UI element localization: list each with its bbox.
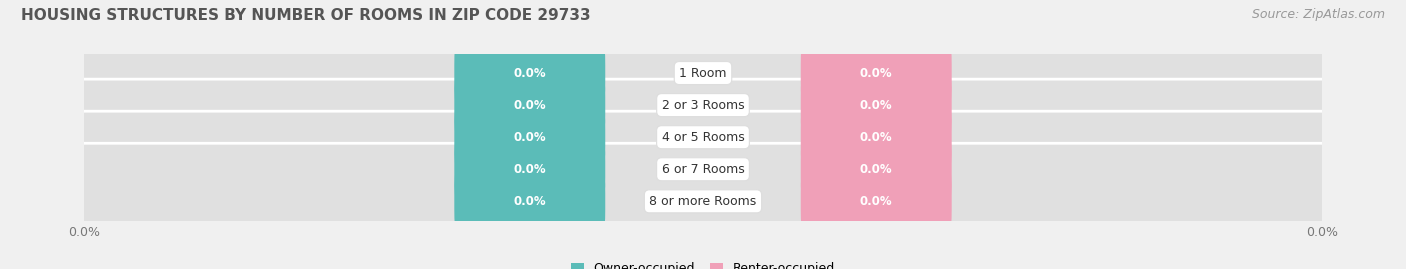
- FancyBboxPatch shape: [75, 15, 1331, 131]
- Text: 0.0%: 0.0%: [513, 99, 546, 112]
- Text: 6 or 7 Rooms: 6 or 7 Rooms: [662, 163, 744, 176]
- Text: 0.0%: 0.0%: [513, 66, 546, 80]
- FancyBboxPatch shape: [454, 155, 605, 248]
- Text: 0.0%: 0.0%: [860, 66, 893, 80]
- FancyBboxPatch shape: [801, 58, 952, 152]
- FancyBboxPatch shape: [75, 47, 1331, 163]
- Text: 0.0%: 0.0%: [513, 163, 546, 176]
- Text: 0.0%: 0.0%: [860, 195, 893, 208]
- Text: 0.0%: 0.0%: [860, 163, 893, 176]
- Text: 8 or more Rooms: 8 or more Rooms: [650, 195, 756, 208]
- FancyBboxPatch shape: [801, 123, 952, 216]
- FancyBboxPatch shape: [75, 143, 1331, 259]
- Text: 0.0%: 0.0%: [513, 195, 546, 208]
- Text: Source: ZipAtlas.com: Source: ZipAtlas.com: [1251, 8, 1385, 21]
- Text: 2 or 3 Rooms: 2 or 3 Rooms: [662, 99, 744, 112]
- FancyBboxPatch shape: [75, 111, 1331, 227]
- Text: 4 or 5 Rooms: 4 or 5 Rooms: [662, 131, 744, 144]
- FancyBboxPatch shape: [454, 26, 605, 120]
- FancyBboxPatch shape: [801, 26, 952, 120]
- FancyBboxPatch shape: [801, 155, 952, 248]
- Text: 1 Room: 1 Room: [679, 66, 727, 80]
- FancyBboxPatch shape: [75, 79, 1331, 195]
- FancyBboxPatch shape: [454, 58, 605, 152]
- FancyBboxPatch shape: [454, 91, 605, 184]
- Legend: Owner-occupied, Renter-occupied: Owner-occupied, Renter-occupied: [567, 257, 839, 269]
- Text: 0.0%: 0.0%: [860, 131, 893, 144]
- FancyBboxPatch shape: [454, 123, 605, 216]
- FancyBboxPatch shape: [801, 91, 952, 184]
- Text: 0.0%: 0.0%: [513, 131, 546, 144]
- Text: HOUSING STRUCTURES BY NUMBER OF ROOMS IN ZIP CODE 29733: HOUSING STRUCTURES BY NUMBER OF ROOMS IN…: [21, 8, 591, 23]
- Text: 0.0%: 0.0%: [860, 99, 893, 112]
